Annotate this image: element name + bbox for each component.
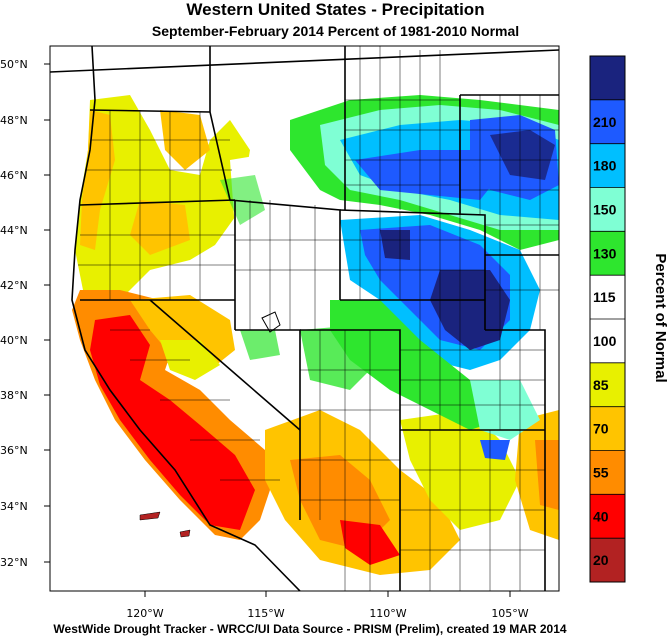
colorbar-label: 130 <box>593 245 617 261</box>
colorbar-swatch <box>590 494 625 539</box>
colorbar-swatch <box>590 187 625 232</box>
map-title: Western United States - Precipitation <box>186 0 485 19</box>
boundary-lines <box>50 46 559 591</box>
lat-label-44: 44°N <box>0 224 28 237</box>
lat-label-40: 40°N <box>0 334 28 347</box>
lat-label-32: 32°N <box>0 556 28 569</box>
lat-label-42: 42°N <box>0 279 28 292</box>
lat-label-50: 50°N <box>0 58 28 71</box>
colorbar-swatch <box>590 319 625 363</box>
colorbar-label: 150 <box>593 201 617 217</box>
colorbar-swatch <box>590 143 625 188</box>
colorbar-label: 210 <box>593 114 617 130</box>
colorbar-swatch <box>590 99 625 144</box>
colorbar-title: Percent of Normal <box>652 253 669 382</box>
colorbar-label: 100 <box>593 333 617 349</box>
longitude-axis: 120°W 115°W 110°W 105°W <box>126 591 529 620</box>
map-subtitle: September-February 2014 Percent of 1981-… <box>151 23 520 39</box>
lon-label-120: 120°W <box>126 607 163 620</box>
colorbar-swatch <box>590 275 625 319</box>
lat-label-46: 46°N <box>0 169 28 182</box>
latitude-axis: 50°N 48°N 46°N 44°N 42°N 40°N 38°N 36°N … <box>0 58 50 569</box>
map-frame <box>49 45 560 592</box>
colorbar-label: 180 <box>593 158 617 174</box>
lat-label-38: 38°N <box>0 389 28 402</box>
colorbar-swatch <box>590 406 625 451</box>
colorbar-swatch <box>590 56 625 100</box>
lon-label-105: 105°W <box>491 607 528 620</box>
colorbar-label: 70 <box>593 421 609 437</box>
lat-label-48: 48°N <box>0 114 28 127</box>
colorbar-swatch <box>590 450 625 495</box>
colorbar-label: 85 <box>593 377 609 393</box>
colorbar-label: 55 <box>593 464 609 480</box>
map-footer: WestWide Drought Tracker - WRCC/UI Data … <box>53 622 567 636</box>
colorbar: 20 40 55 70 85 100 115 130 150 180 210 <box>589 55 626 583</box>
colorbar-label: 115 <box>593 289 616 305</box>
lon-label-110: 110°W <box>369 607 406 620</box>
lon-label-115: 115°W <box>247 607 284 620</box>
colorbar-swatch <box>590 231 625 276</box>
colorbar-label: 20 <box>593 552 609 568</box>
colorbar-swatch <box>590 362 625 407</box>
colorbar-frame <box>589 55 626 583</box>
colorbar-label: 40 <box>593 508 609 524</box>
lat-label-34: 34°N <box>0 500 28 513</box>
colorbar-swatch <box>590 538 625 582</box>
lat-label-36: 36°N <box>0 444 28 457</box>
